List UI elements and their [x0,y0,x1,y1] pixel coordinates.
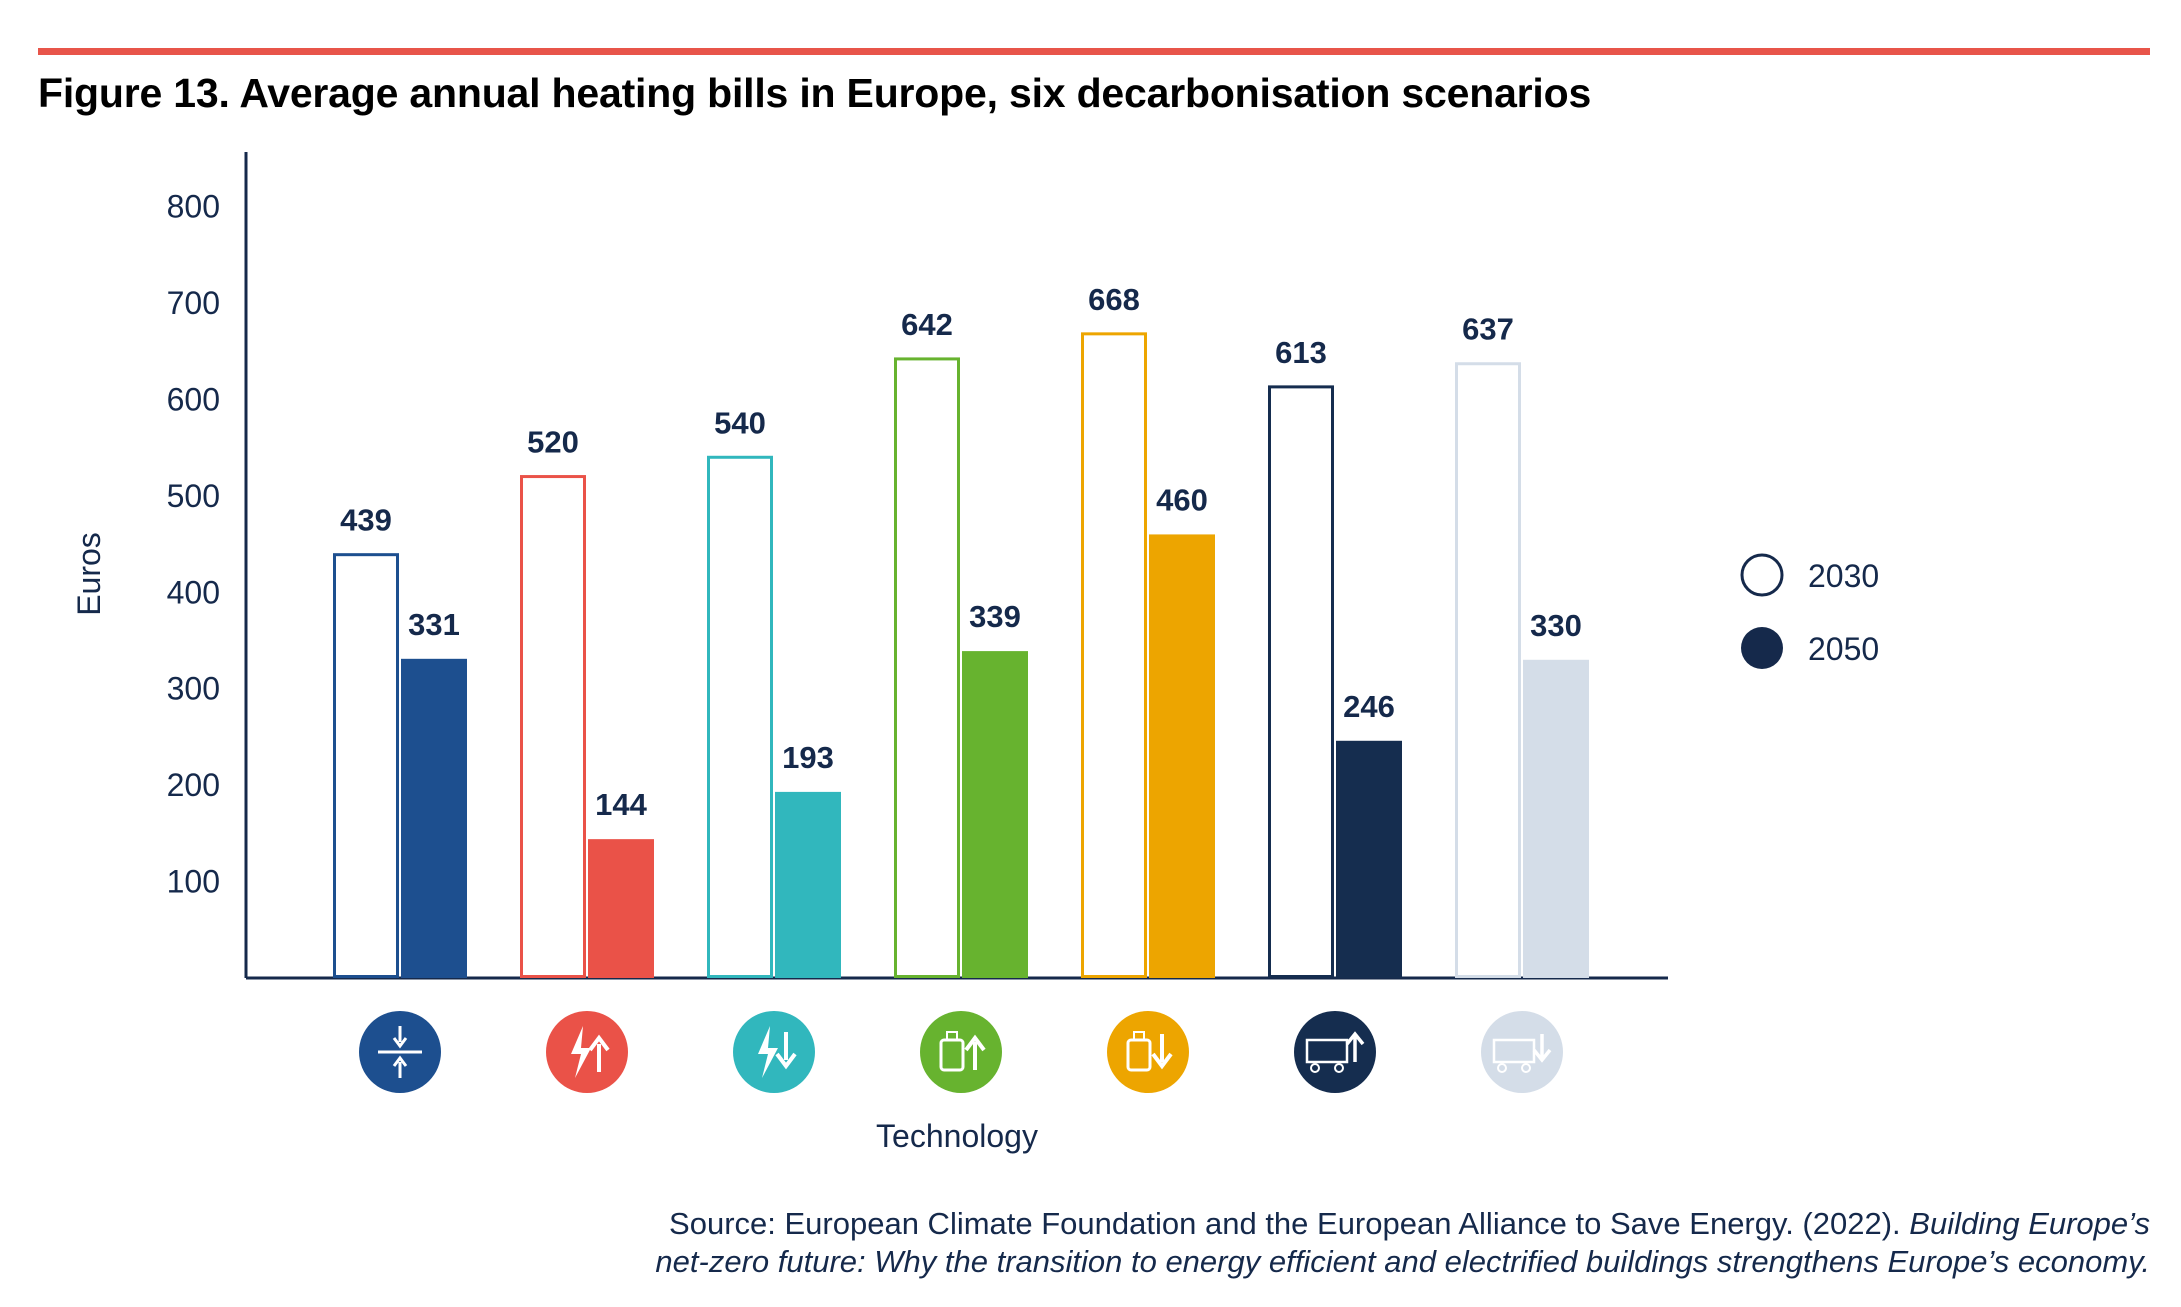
bar-2030 [707,455,773,978]
bar-2050 [962,651,1028,978]
title-rule [38,48,2150,55]
data-label-2030: 642 [901,307,953,342]
icon-circle [1107,1011,1189,1093]
icon-tank-cap [1133,1031,1145,1041]
bar-2030 [1455,362,1521,978]
source-line-1: Source: European Climate Foundation and … [655,1205,2150,1243]
data-label-2030: 520 [527,425,579,460]
icon-circle [920,1011,1002,1093]
hydrogen-tank-down-icon [1107,1011,1189,1093]
legend-2050-marker [1741,627,1783,669]
icon-arrow-down [1532,1034,1552,1063]
source-line-2: net-zero future: Why the transition to e… [655,1243,2150,1281]
hydrogen-tank-up-icon [920,1011,1002,1093]
y-tick-label: 200 [167,767,220,803]
icon-bolt [758,1026,778,1078]
data-label-2050: 460 [1156,482,1208,517]
y-tick-label: 400 [167,574,220,610]
y-tick-label: 600 [167,381,220,417]
figure-title: Figure 13. Average annual heating bills … [38,70,1592,116]
data-label-2050: 193 [782,740,834,775]
source-italic-1: Building Europe’s [1909,1206,2150,1241]
efficiency-arrows-icon [359,1011,441,1093]
icon-wheel [1521,1063,1531,1073]
y-tick-label: 100 [167,864,220,900]
bar-2050 [401,658,467,978]
icon-bolt [571,1026,591,1078]
icon-wheel [1310,1063,1320,1073]
data-label-2030: 439 [340,503,392,538]
category-icons [359,1011,1563,1093]
bar-2030 [894,357,960,979]
icon-arrow-up [392,1055,408,1078]
icon-arrow-down [775,1032,797,1070]
icon-arrow-down [1151,1034,1173,1070]
bar-2030 [1268,385,1334,978]
electricity-up-icon [546,1011,628,1093]
icon-arrow-up [588,1034,610,1072]
legend-2030-marker [1740,553,1784,597]
bar-2050 [1336,740,1402,978]
legend-2030-label: 2030 [1808,558,1879,594]
icon-wheel [1334,1063,1344,1073]
bar-2030 [1081,332,1147,978]
icon-arrow-up [964,1034,986,1070]
data-label-2030: 613 [1275,335,1327,370]
bar-2030 [520,475,586,978]
y-tick-label: 700 [167,285,220,321]
y-ticks: 100 200 300 400 500 600 700 800 [167,189,220,900]
icon-truck-body [1305,1038,1349,1064]
data-label-2050: 246 [1343,689,1395,724]
icon-arrow-up [1345,1031,1365,1062]
bar-2050 [588,839,654,978]
data-label-2030: 540 [714,405,766,440]
source-text: Source: European Climate Foundation and … [669,1206,1901,1241]
hydrogen-truck-up-icon [1294,1011,1376,1093]
data-labels: 439 331 520 144 540 193 642 339 668 460 613 246 637 3… [340,282,1582,822]
data-label-2030: 668 [1088,282,1140,317]
x-axis-label: Technology [876,1118,1038,1154]
source-note: Source: European Climate Foundation and … [655,1205,2150,1281]
y-axis-label: Euros [71,532,107,616]
data-label-2050: 339 [969,599,1021,634]
icon-wheel [1497,1063,1507,1073]
source-italic-2: net-zero future: Why the transition to e… [655,1244,2150,1279]
icon-arrow-down [392,1026,408,1049]
icon-tank-cap [946,1031,958,1041]
y-tick-label: 300 [167,671,220,707]
bar-2030 [333,553,399,978]
bars [333,332,1589,979]
y-tick-label: 500 [167,478,220,514]
bar-2050 [1523,659,1589,978]
data-label-2050: 331 [408,607,460,642]
hydrogen-truck-down-icon [1481,1011,1563,1093]
legend: 2030 2050 [1740,553,1879,669]
data-label-2050: 330 [1530,608,1582,643]
y-tick-label: 800 [167,189,220,225]
data-label-2050: 144 [595,787,647,822]
data-label-2030: 637 [1462,312,1514,347]
bar-2050 [775,791,841,978]
electricity-down-icon [733,1011,815,1093]
legend-2050-label: 2050 [1808,631,1879,667]
bar-2050 [1149,534,1215,978]
